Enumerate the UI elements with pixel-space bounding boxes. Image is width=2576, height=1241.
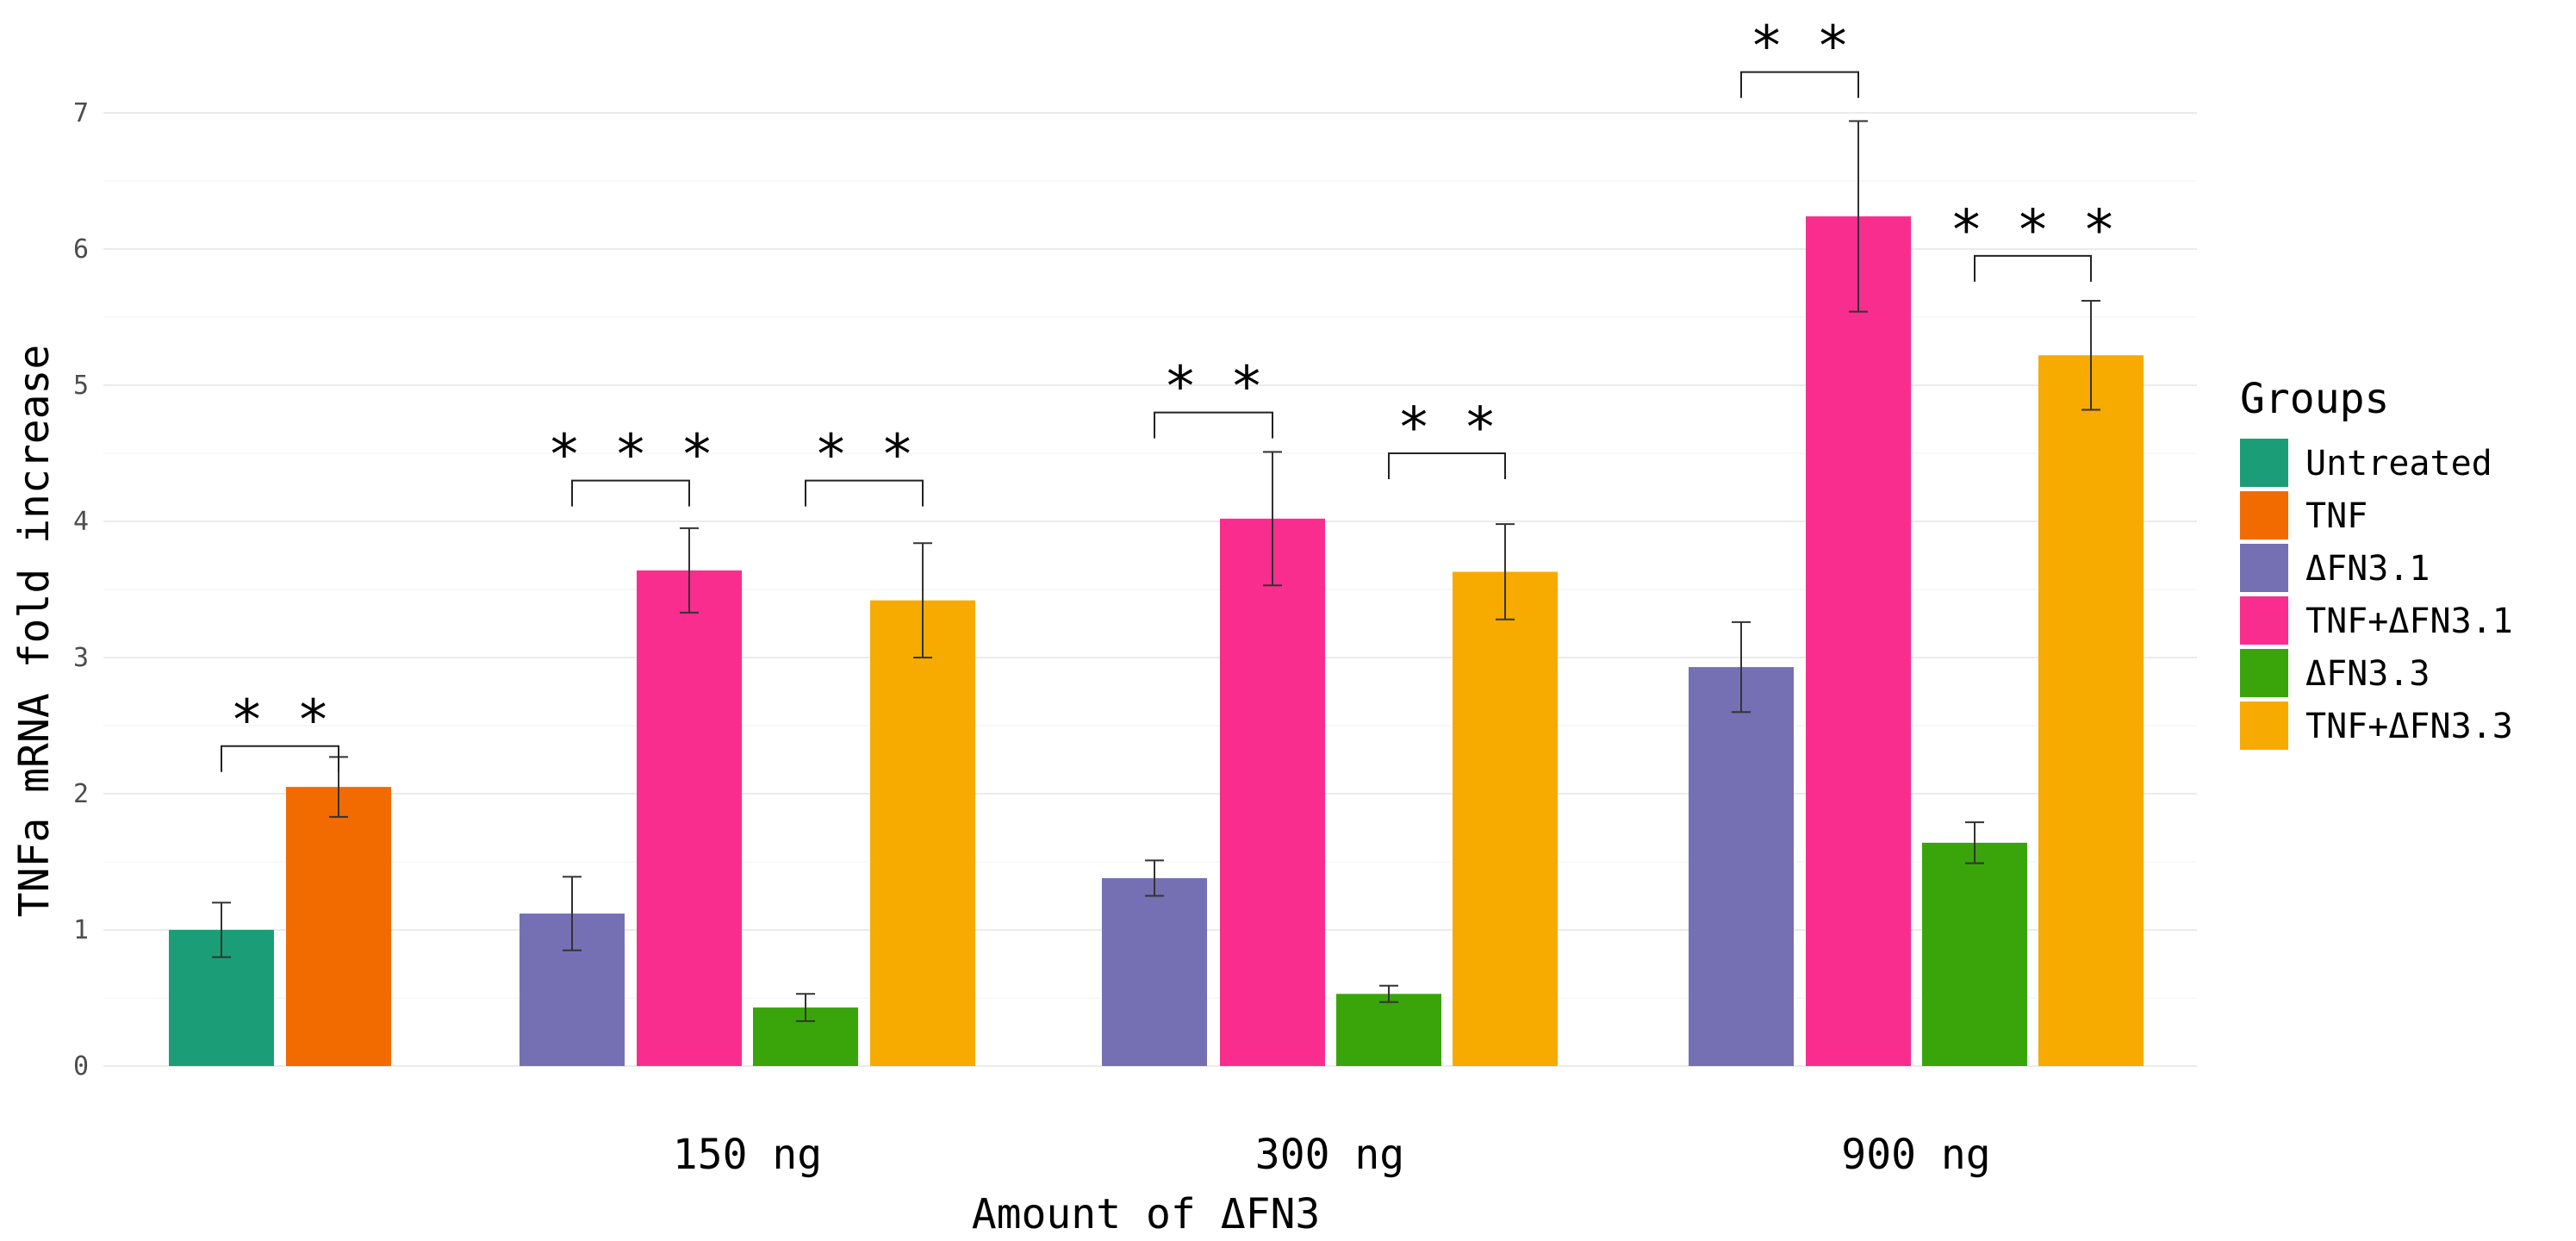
legend-key: [2240, 702, 2288, 750]
y-axis-ticks: 0 1 2 3 4 5 6 7: [73, 98, 89, 1082]
legend-label: TNF: [2305, 496, 2368, 536]
significance-bracket: [805, 479, 924, 507]
significance-label: * * *: [1950, 199, 2116, 263]
x-tick-label: 150 ng: [673, 1131, 822, 1179]
significance-bracket: [1154, 411, 1273, 439]
significance-brackets: * * * * * * * * * * * * * * * *: [221, 16, 2116, 772]
error-bars: [212, 120, 2100, 1022]
legend-label: ΔFN3.3: [2305, 654, 2430, 694]
significance-label: * *: [1397, 396, 1497, 460]
significance-bracket: [571, 479, 690, 507]
y-axis-title: TNFa mRNA fold increase: [10, 345, 59, 918]
y-tick-label: 5: [73, 371, 89, 401]
bars: [169, 216, 2144, 1066]
y-tick-label: 7: [73, 98, 89, 128]
legend: Groups Untreated TNF ΔFN3.1 TNF+ΔFN3.1 ΔFN3.…: [2240, 375, 2513, 750]
x-tick-label: 300 ng: [1255, 1131, 1404, 1179]
y-tick-label: 1: [73, 915, 89, 945]
y-tick-label: 4: [73, 507, 89, 537]
legend-title: Groups: [2240, 375, 2389, 423]
bar: [286, 787, 391, 1066]
legend-key: [2240, 649, 2288, 697]
bar: [1806, 216, 1911, 1066]
y-tick-label: 3: [73, 643, 89, 673]
significance-label: * *: [814, 424, 914, 488]
x-tick-label: 900 ng: [1841, 1131, 1990, 1179]
legend-items: Untreated TNF ΔFN3.1 TNF+ΔFN3.1 ΔFN3.3 TNF+ΔF…: [2240, 439, 2513, 750]
legend-label: Untreated: [2305, 444, 2492, 483]
significance-bracket: [1974, 254, 2092, 282]
legend-label: ΔFN3.1: [2305, 549, 2430, 589]
x-axis-title: Amount of ΔFN3: [972, 1190, 1321, 1238]
bar: [870, 600, 975, 1066]
legend-key: [2240, 544, 2288, 592]
significance-label: * *: [1164, 356, 1264, 420]
legend-key: [2240, 439, 2288, 487]
bar: [1453, 571, 1558, 1066]
legend-label: TNF+ΔFN3.3: [2305, 707, 2513, 746]
x-axis-ticks: 150 ng 300 ng 900 ng: [673, 1131, 1991, 1179]
significance-bracket: [1740, 71, 1859, 98]
significance-label: * * *: [548, 424, 714, 488]
significance-label: * *: [1750, 16, 1850, 79]
bar: [1220, 518, 1325, 1066]
bar: [1689, 667, 1794, 1066]
y-tick-label: 6: [73, 234, 89, 265]
bar: [637, 570, 742, 1066]
bar: [1102, 877, 1207, 1066]
bar: [1336, 994, 1441, 1066]
significance-bracket: [221, 745, 339, 772]
bar: [1922, 842, 2027, 1066]
bar: [2038, 355, 2144, 1066]
legend-key: [2240, 491, 2288, 539]
legend-key: [2240, 596, 2288, 645]
y-tick-label: 0: [73, 1051, 89, 1082]
significance-label: * *: [230, 689, 330, 753]
legend-label: TNF+ΔFN3.1: [2305, 602, 2513, 641]
y-tick-label: 2: [73, 779, 89, 809]
significance-bracket: [1388, 452, 1506, 479]
